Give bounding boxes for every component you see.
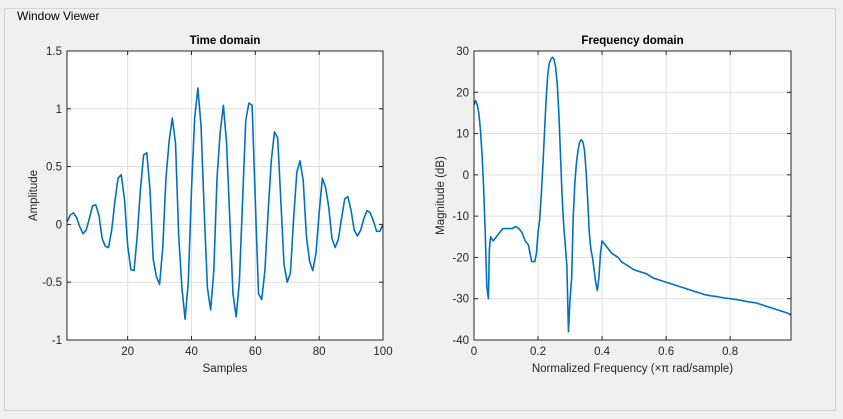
time-ytick-label: 0.5 bbox=[46, 162, 62, 174]
freq-x-axis-label: Normalized Frequency (×π rad/sample) bbox=[532, 363, 733, 375]
freq-ytick-label: 30 bbox=[456, 46, 469, 58]
time-ytick-label: -1 bbox=[52, 335, 62, 347]
time-ytick-label: 1.5 bbox=[46, 46, 62, 58]
freq-xtick-label: 0.8 bbox=[722, 346, 738, 358]
freq-ytick-label: -30 bbox=[452, 294, 469, 306]
time-xtick-label: 100 bbox=[373, 346, 392, 358]
freq-xtick-label: 0.4 bbox=[594, 346, 611, 358]
time-chart-title: Time domain bbox=[190, 35, 261, 47]
freq-ytick-label: 0 bbox=[463, 170, 469, 182]
time-xtick-label: 60 bbox=[249, 346, 262, 358]
freq-xtick-label: 0.2 bbox=[530, 346, 546, 358]
freq-ytick-label: 10 bbox=[456, 129, 469, 141]
time-axes-box bbox=[66, 50, 384, 341]
time-series-line-0 bbox=[66, 87, 384, 320]
time-plot-area[interactable] bbox=[67, 51, 383, 340]
panel-title: Window Viewer bbox=[15, 9, 102, 23]
time-xtick-label: 40 bbox=[185, 346, 198, 358]
freq-y-axis-label: Magnitude (dB) bbox=[435, 156, 447, 235]
time-x-axis-label: Samples bbox=[203, 363, 248, 375]
freq-ytick-label: -40 bbox=[452, 335, 469, 347]
freq-xtick-label: 0.6 bbox=[658, 346, 674, 358]
freq-axes-box bbox=[473, 50, 792, 341]
freq-series-line-0 bbox=[473, 56, 792, 333]
freq-ytick-label: -20 bbox=[452, 252, 469, 264]
time-xtick-label: 20 bbox=[121, 346, 134, 358]
freq-ytick-label: 20 bbox=[456, 87, 469, 99]
time-ytick-label: 0 bbox=[56, 219, 62, 231]
freq-xtick-label: 0 bbox=[471, 346, 477, 358]
time-ytick-label: -0.5 bbox=[42, 277, 62, 289]
freq-chart-title: Frequency domain bbox=[581, 35, 683, 47]
time-ytick-label: 1 bbox=[56, 104, 62, 116]
freq-ytick-label: -10 bbox=[452, 211, 469, 223]
time-xtick-label: 80 bbox=[313, 346, 326, 358]
time-y-axis-label: Amplitude bbox=[28, 170, 40, 221]
window-viewer-panel: Window Viewer bbox=[4, 8, 836, 411]
freq-plot-area[interactable] bbox=[474, 51, 791, 340]
